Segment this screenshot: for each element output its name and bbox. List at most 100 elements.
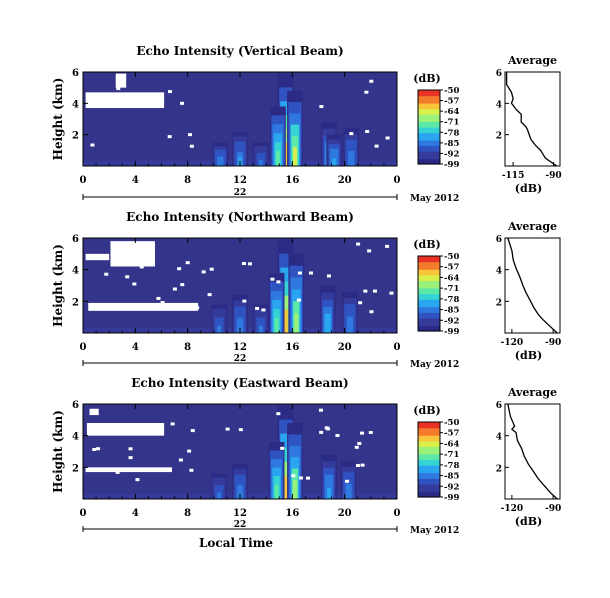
colorbar-segment [418, 272, 440, 276]
colorbar-segment [418, 125, 440, 128]
colorbar-segment [418, 156, 440, 160]
colorbar-segment [418, 128, 440, 132]
colorbar-segment [418, 291, 440, 295]
missing-data-region-2 [88, 302, 199, 311]
colorbar-segment [418, 440, 440, 444]
missing-data-dot [280, 446, 285, 450]
x-tick-label: 4 [132, 342, 139, 353]
missing-data-dot [139, 265, 144, 269]
echo-plume-8 [258, 325, 263, 333]
colorbar-segment [418, 276, 440, 280]
colorbar-segment [418, 323, 440, 326]
colorbar-segment [418, 278, 440, 281]
panel-2: Echo Intensity (Northward Beam) 6 4 2 Height… [51, 210, 561, 370]
x-tick-label: 8 [184, 175, 191, 186]
colorbar-tick-label: -57 [444, 97, 459, 107]
colorbar-segment [418, 457, 440, 461]
colorbar-segment [418, 448, 440, 451]
colorbar-segment [418, 265, 440, 268]
colorbar-segment [418, 438, 440, 442]
missing-data-dot [135, 478, 140, 482]
x-tick-label: 4 [132, 508, 139, 519]
average-frame [504, 237, 561, 334]
missing-data-dot [96, 447, 101, 451]
colorbar-segment [418, 299, 440, 302]
missing-data-dot [363, 289, 368, 293]
average-x-axis-label: (dB) [515, 349, 542, 362]
missing-data-dot [177, 267, 182, 271]
colorbar-segment [418, 97, 440, 100]
colorbar-segment [418, 452, 440, 455]
missing-data-dot [360, 431, 365, 435]
average-profile-line [507, 403, 558, 500]
missing-data-dot [305, 476, 310, 480]
missing-data-dot [389, 291, 394, 295]
colorbar-segment [418, 117, 440, 121]
missing-data-dot [355, 464, 360, 468]
colorbar-tick-label: -92 [444, 149, 459, 159]
missing-data-dot [319, 430, 324, 434]
colorbar-tick-label: -78 [444, 461, 459, 471]
echo-plume-5 [346, 489, 351, 499]
colorbar-segment [418, 138, 440, 141]
colorbar-segment [418, 154, 440, 158]
x-tick-label: 8 [184, 508, 191, 519]
colorbar-segment [418, 286, 440, 289]
heatmap-field [83, 404, 397, 499]
colorbar-segment [418, 284, 440, 287]
colorbar-tick-label: -85 [444, 139, 459, 149]
colorbar-segment [418, 267, 440, 270]
colorbar-segment [418, 308, 440, 311]
missing-data-dot [172, 287, 177, 291]
colorbar-tick-label: -99 [444, 493, 459, 503]
colorbar-segment [418, 429, 440, 432]
average-x-tick-label: -90 [545, 338, 561, 348]
y-tick-label: 4 [72, 99, 79, 110]
missing-data-dot [385, 244, 390, 248]
colorbar-segment [418, 489, 440, 492]
missing-data-dot [356, 242, 361, 246]
missing-data-dot [345, 479, 350, 483]
date-label: May 2012 [410, 360, 459, 370]
y-tick-label: 2 [72, 131, 79, 142]
date-tick-label: 22 [234, 188, 247, 198]
missing-data-region-2 [85, 467, 172, 473]
missing-data-dot [160, 301, 165, 305]
y-tick-label: 6 [72, 400, 79, 411]
colorbar-segment [418, 160, 440, 163]
colorbar-tick-label: -92 [444, 482, 459, 492]
missing-data-dot [357, 441, 362, 445]
missing-data-dot [270, 277, 275, 281]
colorbar-segment [418, 468, 440, 472]
date-tick-label: 22 [234, 520, 247, 530]
missing-data-dot [297, 271, 302, 275]
average-title: Average [507, 220, 557, 233]
echo-plume-8 [349, 156, 354, 166]
average-x-axis-label: (dB) [515, 515, 542, 528]
colorbar-segment [418, 127, 440, 130]
colorbar-segment [418, 476, 440, 479]
average-x-axis-label: (dB) [515, 182, 542, 195]
y-tick-label: 6 [72, 234, 79, 245]
colorbar-segment [418, 442, 440, 446]
colorbar-tick-label: -71 [444, 450, 459, 460]
missing-data-dot [241, 262, 246, 266]
missing-data-dot [170, 422, 175, 426]
colorbar-segment [418, 327, 440, 330]
colorbar-segment [418, 474, 440, 477]
y-tick-label: 2 [72, 463, 79, 474]
echo-plume-4 [327, 487, 331, 499]
colorbar-segment [418, 123, 440, 126]
missing-data-dot [201, 270, 206, 274]
missing-data-dot [360, 463, 365, 467]
colorbar-segment [418, 147, 440, 150]
average-y-tick-label: 6 [496, 235, 502, 245]
missing-data-dot [385, 136, 390, 140]
colorbar-segment [418, 302, 440, 306]
colorbar-segment [418, 465, 440, 468]
colorbar-segment [418, 287, 440, 291]
colorbar-segment [418, 483, 440, 487]
x-tick-label: 16 [285, 175, 299, 186]
colorbar-tick-label: -99 [444, 327, 459, 337]
missing-data-dot [128, 456, 133, 460]
